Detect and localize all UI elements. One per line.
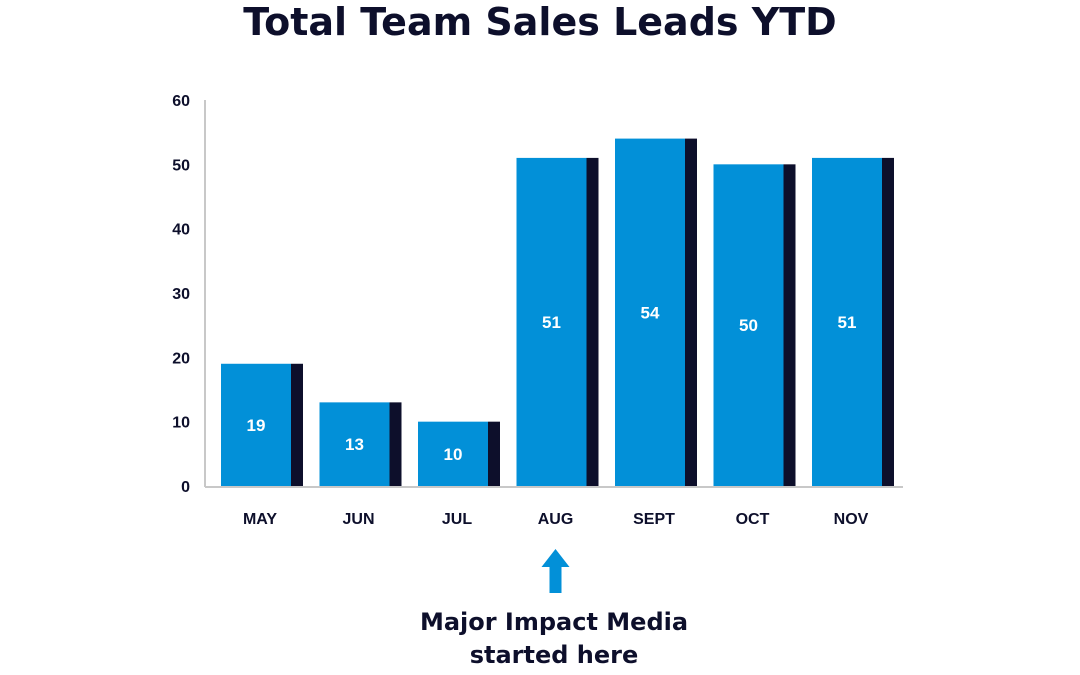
- bar-value-label-sept: 54: [641, 303, 660, 322]
- y-tick-label-20: 20: [172, 350, 190, 367]
- x-tick-label-nov: NOV: [834, 511, 869, 528]
- x-axis-labels: MAY JUN JUL AUG SEPT OCT NOV: [243, 511, 869, 528]
- bar-nov: [812, 157, 882, 486]
- bars: 19 13 10 51 54 50 51: [221, 138, 894, 487]
- y-axis-ticks: 0 10 20 30 40 50 60: [172, 93, 190, 496]
- x-tick-label-jul: JUL: [442, 511, 472, 528]
- bar-shadow-may: [291, 363, 303, 486]
- annotation-text: Major Impact Media started here: [354, 606, 754, 672]
- bar-value-label-jun: 13: [345, 435, 364, 454]
- y-tick-label-10: 10: [172, 415, 190, 432]
- bar-value-label-may: 19: [247, 416, 266, 435]
- annotation-line-2: started here: [469, 641, 639, 669]
- bar-shadow-jun: [389, 402, 402, 486]
- annotation-line-1: Major Impact Media: [419, 608, 689, 636]
- bar-oct: [713, 164, 784, 487]
- bar-may: [221, 363, 291, 486]
- x-tick-label-jun: JUN: [342, 511, 374, 528]
- x-tick-label-sept: SEPT: [633, 511, 675, 528]
- y-tick-label-50: 50: [172, 157, 190, 174]
- bar-value-label-aug: 51: [542, 313, 561, 332]
- bar-shadow-jul: [488, 421, 500, 486]
- y-tick-label-30: 30: [172, 286, 190, 303]
- bar-sept: [615, 138, 685, 486]
- x-tick-label-may: MAY: [243, 511, 277, 528]
- bar-shadow-oct: [783, 164, 796, 487]
- bar-value-label-oct: 50: [739, 316, 758, 335]
- chart-title: Total Team Sales Leads YTD: [243, 0, 837, 44]
- bar-value-label-nov: 51: [838, 313, 857, 332]
- bar-jun: [319, 402, 390, 486]
- x-tick-label-aug: AUG: [538, 511, 574, 528]
- bar-jul: [418, 421, 488, 486]
- bar-value-label-jul: 10: [444, 445, 463, 464]
- y-tick-label-0: 0: [181, 479, 190, 496]
- bar-shadow-nov: [882, 157, 894, 486]
- bar-shadow-sept: [685, 138, 697, 486]
- x-tick-label-oct: OCT: [736, 511, 770, 528]
- y-tick-label-40: 40: [172, 222, 190, 239]
- bar-shadow-aug: [586, 157, 599, 486]
- up-arrow-icon: [541, 549, 570, 593]
- bar-aug: [516, 157, 587, 486]
- y-tick-label-60: 60: [172, 93, 190, 110]
